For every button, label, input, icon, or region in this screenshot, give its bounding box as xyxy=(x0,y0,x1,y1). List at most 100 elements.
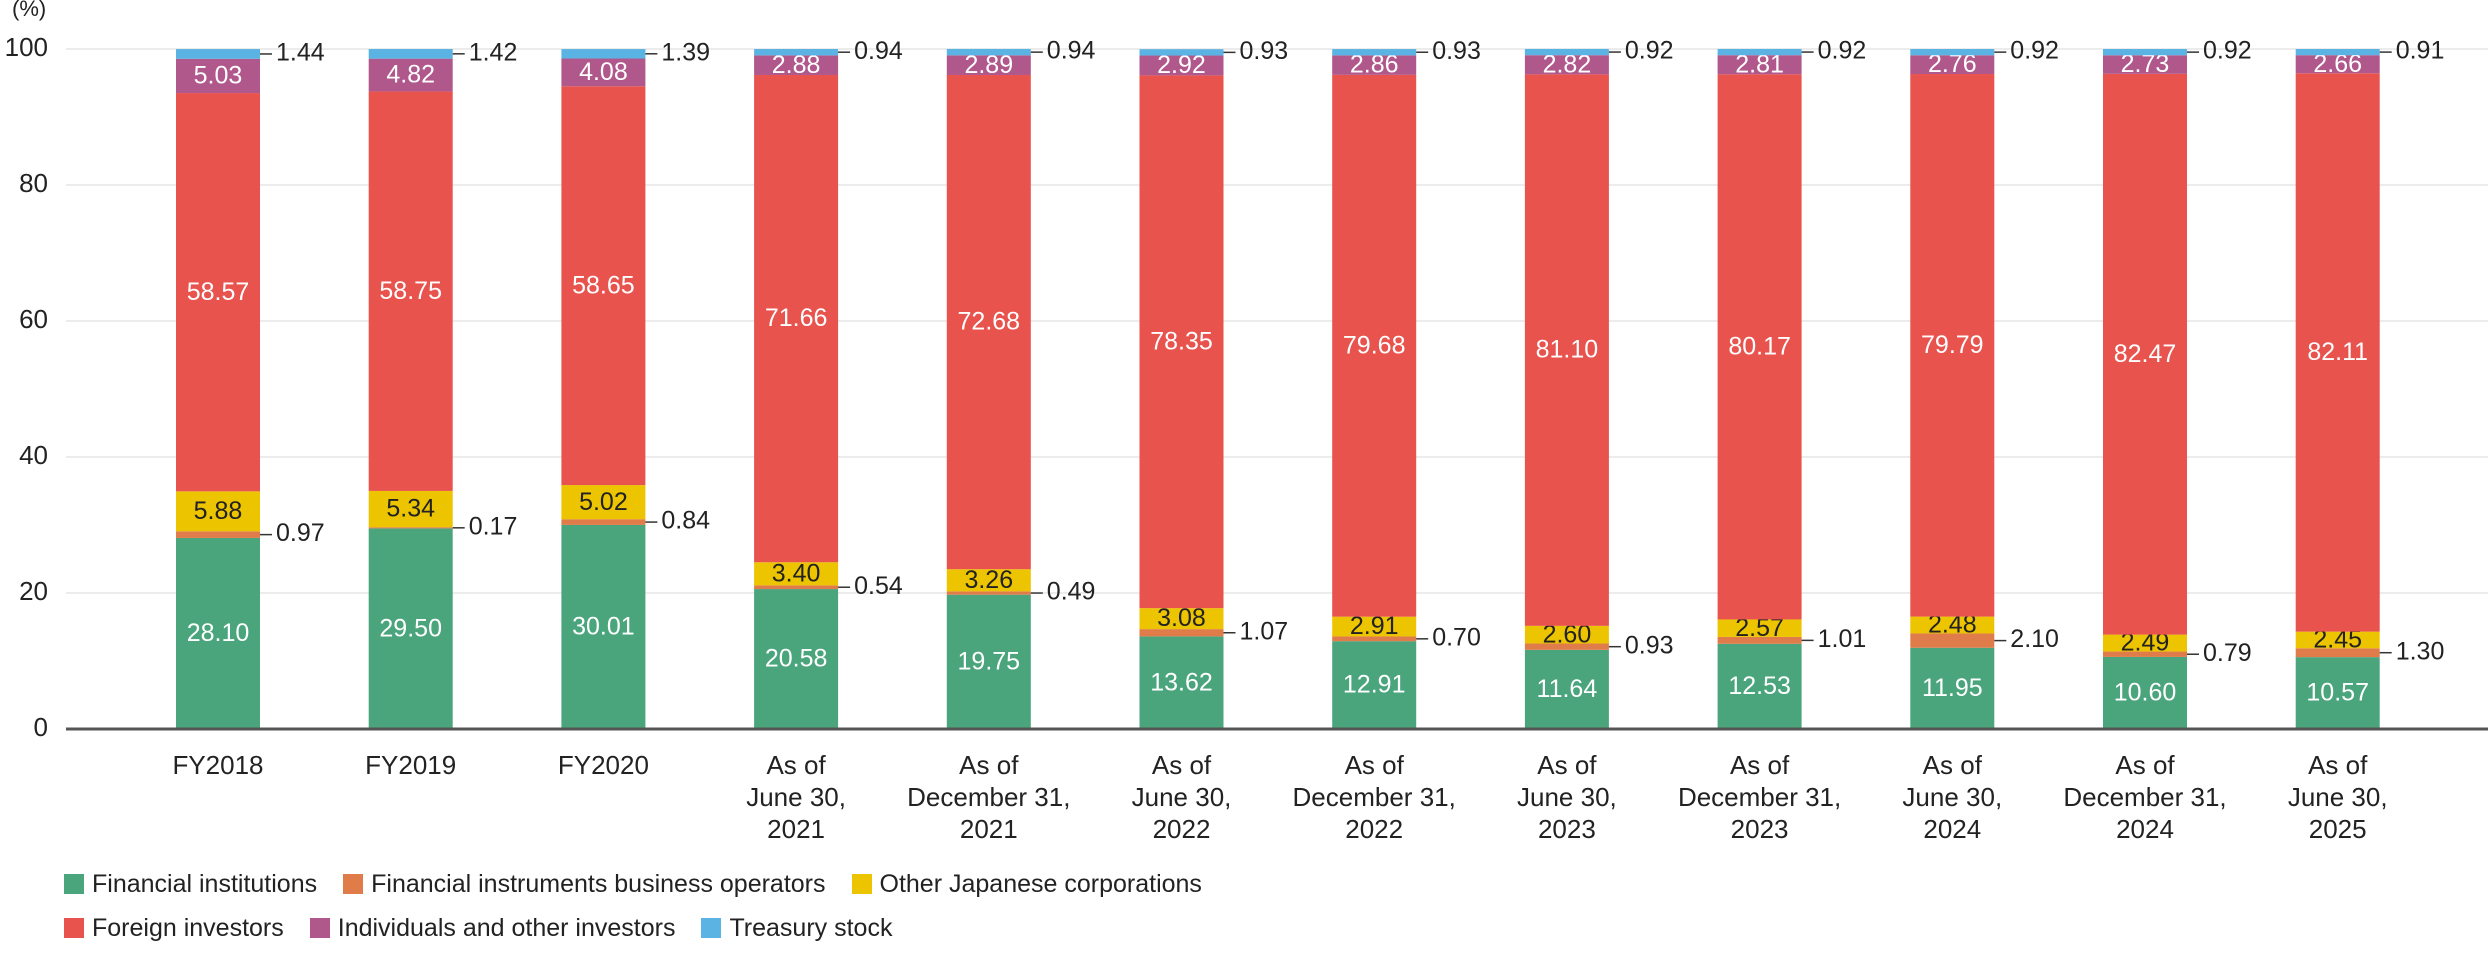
bar-segment xyxy=(946,55,1031,75)
data-label: 71.66 xyxy=(765,304,828,332)
x-tick-label: As of xyxy=(1345,750,1405,780)
data-label: 20.58 xyxy=(765,645,828,673)
data-label: 2.86 xyxy=(1350,51,1399,79)
bar-segment xyxy=(176,491,260,532)
bar-segment xyxy=(2295,657,2380,729)
x-tick-label: June 30, xyxy=(2288,782,2388,812)
bar-segment xyxy=(1139,636,1224,729)
x-tick-label: 2025 xyxy=(2309,814,2367,844)
x-tick-label: 2024 xyxy=(2116,814,2174,844)
bar-segment xyxy=(1332,616,1417,637)
bar-segment xyxy=(1332,636,1417,642)
bar-segment xyxy=(368,91,453,491)
data-label: 5.02 xyxy=(579,488,628,516)
data-label: 1.01 xyxy=(1818,625,1867,653)
bar-segment xyxy=(946,48,1031,56)
bar-segment xyxy=(1717,74,1802,620)
legend-swatch xyxy=(343,874,364,894)
data-label: 1.30 xyxy=(2396,637,2445,665)
bar-segment xyxy=(176,58,260,94)
bar-segment xyxy=(1139,55,1224,76)
data-label: 58.57 xyxy=(187,278,250,306)
data-label: 0.79 xyxy=(2203,639,2252,667)
bar-segment xyxy=(1910,49,1995,56)
bar-segment xyxy=(1910,647,1995,729)
bar-segment xyxy=(946,74,1031,570)
x-tick-label: December 31, xyxy=(1678,782,1841,812)
bar-segment xyxy=(2295,631,2380,649)
x-tick-label: June 30, xyxy=(1517,782,1617,812)
data-label: 29.50 xyxy=(379,614,442,642)
x-tick-label: December 31, xyxy=(1293,782,1456,812)
x-tick-label: As of xyxy=(2308,750,2368,780)
data-label: 4.08 xyxy=(579,58,628,86)
data-label: 2.10 xyxy=(2010,625,2059,653)
bar-segment xyxy=(1332,74,1417,617)
data-label: 0.92 xyxy=(1818,37,1867,65)
x-tick-label: As of xyxy=(1152,750,1212,780)
y-tick-label: 0 xyxy=(34,712,48,742)
y-tick-label: 20 xyxy=(19,576,48,606)
bar-segment xyxy=(561,485,646,520)
bar-segment xyxy=(754,49,839,56)
legend-label: Financial institutions xyxy=(92,869,318,898)
legend: Financial institutions Financial instrum… xyxy=(64,862,1564,950)
data-label: 0.94 xyxy=(854,37,903,65)
legend-item-individuals-and-other-investors: Individuals and other investors xyxy=(309,914,675,943)
bar-segment xyxy=(754,589,839,729)
data-label: 3.26 xyxy=(964,566,1013,594)
x-tick-label: FY2018 xyxy=(172,750,263,780)
data-label: 2.88 xyxy=(772,51,821,79)
bar-segment xyxy=(176,537,260,729)
bar-segment xyxy=(2103,634,2187,652)
bar-segment xyxy=(1524,55,1609,75)
bar-segment xyxy=(1717,636,1802,644)
x-tick-label: FY2019 xyxy=(365,750,456,780)
data-label: 58.65 xyxy=(572,271,635,299)
x-tick-label: As of xyxy=(1923,750,1983,780)
bar-segment xyxy=(1910,55,1995,75)
bar-segment xyxy=(1524,643,1609,650)
y-tick-label: 100 xyxy=(5,32,48,62)
y-tick-label: 80 xyxy=(19,168,48,198)
bar-segment xyxy=(176,93,260,492)
legend-swatch xyxy=(64,918,84,938)
bar-segment xyxy=(1139,629,1224,637)
legend-item-other-japanese-corporations: Other Japanese corporations xyxy=(851,870,1202,899)
bar-segment xyxy=(561,524,646,729)
bar-segment xyxy=(561,58,646,87)
data-label: 2.92 xyxy=(1157,51,1206,79)
y-tick-label: 40 xyxy=(19,440,48,470)
data-label: 72.68 xyxy=(958,308,1021,336)
bar-segment xyxy=(1332,641,1417,729)
data-label: 0.54 xyxy=(854,572,903,600)
data-label: 78.35 xyxy=(1150,327,1213,355)
data-label: 82.11 xyxy=(2307,338,2368,366)
x-tick-label: 2022 xyxy=(1153,814,1211,844)
bar-segment xyxy=(1717,643,1802,729)
x-tick-label: As of xyxy=(959,750,1019,780)
bar-segment xyxy=(561,49,646,59)
bar-segment xyxy=(2103,651,2187,657)
bar-segment xyxy=(561,519,646,525)
bar-segment xyxy=(754,55,839,75)
x-tick-label: December 31, xyxy=(907,782,1070,812)
data-label: 1.42 xyxy=(469,38,518,66)
x-tick-label: As of xyxy=(766,750,826,780)
x-tick-label: December 31, xyxy=(2063,782,2226,812)
bar-segment xyxy=(2295,49,2380,56)
data-label: 0.49 xyxy=(1047,578,1096,606)
legend-item-financial-institutions: Financial institutions xyxy=(64,870,317,899)
data-label: 13.62 xyxy=(1150,668,1213,696)
x-tick-label: 2024 xyxy=(1923,814,1981,844)
data-label: 0.93 xyxy=(1240,37,1289,65)
bar-segment xyxy=(1717,55,1802,75)
data-label: 2.89 xyxy=(964,51,1013,79)
data-label: 2.91 xyxy=(1350,612,1399,640)
legend-swatch xyxy=(64,874,84,894)
y-axis-unit-label: (%) xyxy=(12,0,46,21)
data-label: 0.91 xyxy=(2396,37,2445,65)
bar-segment xyxy=(368,528,453,729)
data-label: 3.08 xyxy=(1157,604,1206,632)
